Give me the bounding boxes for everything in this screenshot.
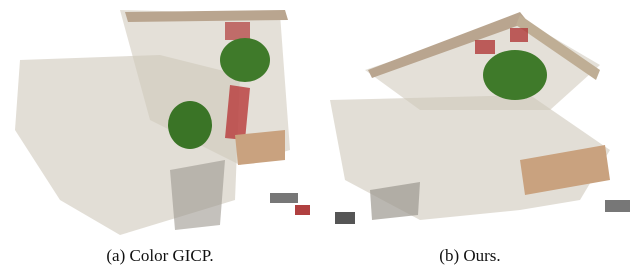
caption: (b) Ours. [320, 246, 620, 266]
sign [295, 205, 310, 215]
point-cloud-images [0, 0, 638, 240]
building-wall [125, 10, 288, 22]
cobblestones [170, 160, 225, 230]
tree [168, 101, 212, 149]
building-facade [235, 130, 285, 165]
subfigure-b-image [330, 12, 630, 224]
subfigure-a-image [15, 10, 310, 235]
sign [270, 193, 298, 203]
caption: (a) Color GICP. [10, 246, 310, 266]
tree [483, 50, 547, 100]
figure: (a) Color GICP. (b) Ours. [0, 0, 638, 273]
sign [335, 212, 355, 224]
sign [605, 200, 630, 212]
tree [220, 38, 270, 82]
building-facade [225, 22, 250, 40]
building-facade [475, 40, 495, 54]
building-facade [510, 28, 528, 42]
